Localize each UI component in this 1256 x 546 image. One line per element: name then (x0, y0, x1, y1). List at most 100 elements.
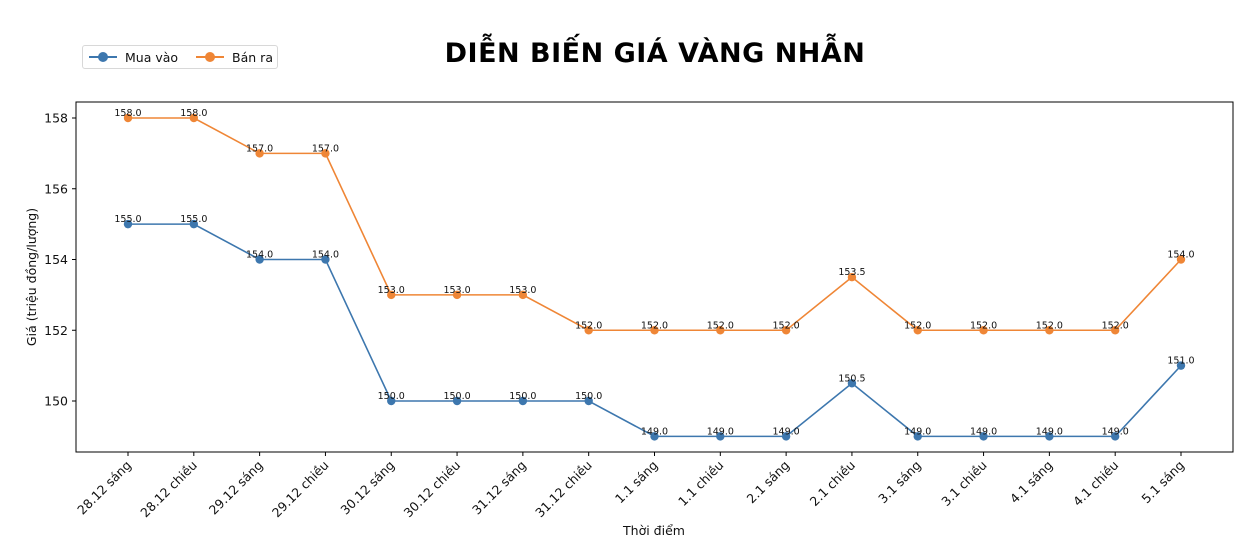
x-tick-label: 2.1 chiều (807, 458, 858, 509)
data-label: 152.0 (641, 320, 668, 331)
data-point-marker (123, 113, 133, 123)
data-point-marker (255, 149, 264, 158)
y-tick-label: 154 (44, 252, 68, 267)
x-tick-label: 5.1 sáng (1138, 458, 1187, 507)
data-point-marker (781, 432, 791, 441)
data-point-marker (518, 290, 528, 300)
y-tick-label: 158 (44, 111, 68, 126)
data-point-marker (189, 219, 199, 229)
chart-title: DIỄN BIẾN GIÁ VÀNG NHẪN (444, 38, 866, 69)
data-label: 154.0 (1167, 250, 1194, 261)
x-tick-label: 3.1 sáng (875, 458, 924, 507)
data-point-marker (189, 113, 199, 123)
line-marker-icon (89, 52, 117, 62)
data-label: 153.0 (378, 285, 405, 296)
data-point-marker (847, 379, 857, 388)
data-point-marker (321, 255, 330, 264)
x-tick-label: 29.12 chiều (269, 458, 332, 521)
legend-label: Mua vào (125, 49, 179, 65)
line-marker-icon (196, 52, 225, 62)
data-label: 155.0 (180, 214, 207, 225)
x-tick-label: 1.1 chiều (675, 458, 726, 509)
data-label: 157.0 (246, 143, 273, 154)
data-point-marker (387, 396, 396, 406)
data-label: 149.0 (904, 426, 931, 437)
x-tick-label: 1.1 sáng (612, 458, 661, 507)
y-tick-label: 150 (44, 394, 68, 409)
data-label: 151.0 (1167, 356, 1194, 367)
data-label: 149.0 (641, 426, 668, 437)
data-label: 149.0 (707, 426, 734, 437)
data-point-marker (913, 432, 922, 441)
y-axis: 150 152 154 156 158 (44, 111, 76, 409)
data-point-marker (452, 290, 462, 300)
data-point-marker (584, 326, 593, 335)
data-label: 158.0 (180, 108, 207, 119)
data-point-marker (913, 326, 922, 335)
series-layer (123, 113, 1186, 441)
data-point-marker (321, 149, 330, 158)
data-label: 152.0 (970, 320, 997, 331)
data-point-marker (650, 326, 659, 335)
data-label: 152.0 (1036, 320, 1063, 331)
data-label: 149.0 (1102, 426, 1129, 437)
x-tick-label: 29.12 sáng (206, 458, 266, 518)
series-line (128, 117, 1182, 332)
data-point-marker (716, 432, 725, 441)
data-label: 153.0 (443, 285, 470, 296)
legend-label: Bán ra (232, 49, 273, 65)
x-tick-label: 3.1 chiều (938, 458, 989, 509)
data-label: 152.0 (1102, 320, 1129, 331)
x-axis: 28.12 sáng 28.12 chiều 29.12 sáng 29.12 chi… (74, 452, 1187, 520)
data-point-marker (979, 432, 988, 441)
x-tick-label: 30.12 chiều (401, 458, 464, 521)
legend-item-mua-vao: Mua vào (89, 50, 178, 65)
data-label: 150.0 (378, 391, 405, 402)
data-labels: 155.0 155.0 154.0 154.0 150.0 150.0 150.0 150.0… (114, 108, 1194, 437)
data-label: 149.0 (970, 426, 997, 437)
data-label: 153.5 (838, 267, 865, 278)
data-point-marker (1045, 432, 1054, 441)
data-label: 153.0 (509, 285, 536, 296)
x-tick-label: 4.1 chiều (1070, 458, 1121, 509)
data-point-marker (781, 326, 791, 335)
data-point-marker (1176, 361, 1186, 370)
data-point-marker (847, 272, 857, 282)
x-tick-label: 4.1 sáng (1007, 458, 1056, 507)
y-tick-label: 156 (44, 181, 68, 196)
data-label: 150.5 (838, 373, 865, 384)
legend-item-ban-ra: Bán ra (196, 50, 273, 65)
data-point-marker (1110, 326, 1120, 335)
x-tick-label: 28.12 chiều (137, 458, 200, 521)
data-label: 149.0 (1036, 426, 1063, 437)
x-tick-label: 30.12 sáng (337, 458, 397, 518)
chart-legend: Mua vào Bán ra (82, 45, 278, 69)
series-ban-ra (123, 113, 1186, 335)
y-tick-label: 152 (44, 323, 68, 338)
data-label: 152.0 (773, 320, 800, 331)
y-axis-label: Giá (triệu đồng/lượng) (24, 208, 39, 346)
series-mua-vao (123, 219, 1186, 441)
data-label: 158.0 (114, 108, 141, 119)
x-tick-label: 28.12 sáng (74, 458, 134, 518)
data-point-marker (452, 396, 462, 406)
data-point-marker (1045, 326, 1054, 335)
data-label: 155.0 (114, 214, 141, 225)
data-label: 152.0 (904, 320, 931, 331)
data-point-marker (1176, 255, 1186, 264)
data-point-marker (123, 219, 133, 229)
data-point-marker (979, 326, 988, 335)
data-point-marker (255, 255, 264, 264)
plot-area (75, 101, 1234, 453)
data-point-marker (584, 396, 593, 406)
data-point-marker (518, 396, 528, 406)
data-label: 154.0 (246, 250, 273, 261)
data-label: 149.0 (773, 426, 800, 437)
data-label: 154.0 (312, 250, 339, 261)
x-axis-label: Thời điểm (622, 523, 685, 538)
data-point-marker (650, 432, 659, 441)
axes-frame (75, 101, 1234, 453)
data-label: 152.0 (707, 320, 734, 331)
x-tick-label: 2.1 sáng (744, 458, 793, 507)
data-label: 152.0 (575, 320, 602, 331)
